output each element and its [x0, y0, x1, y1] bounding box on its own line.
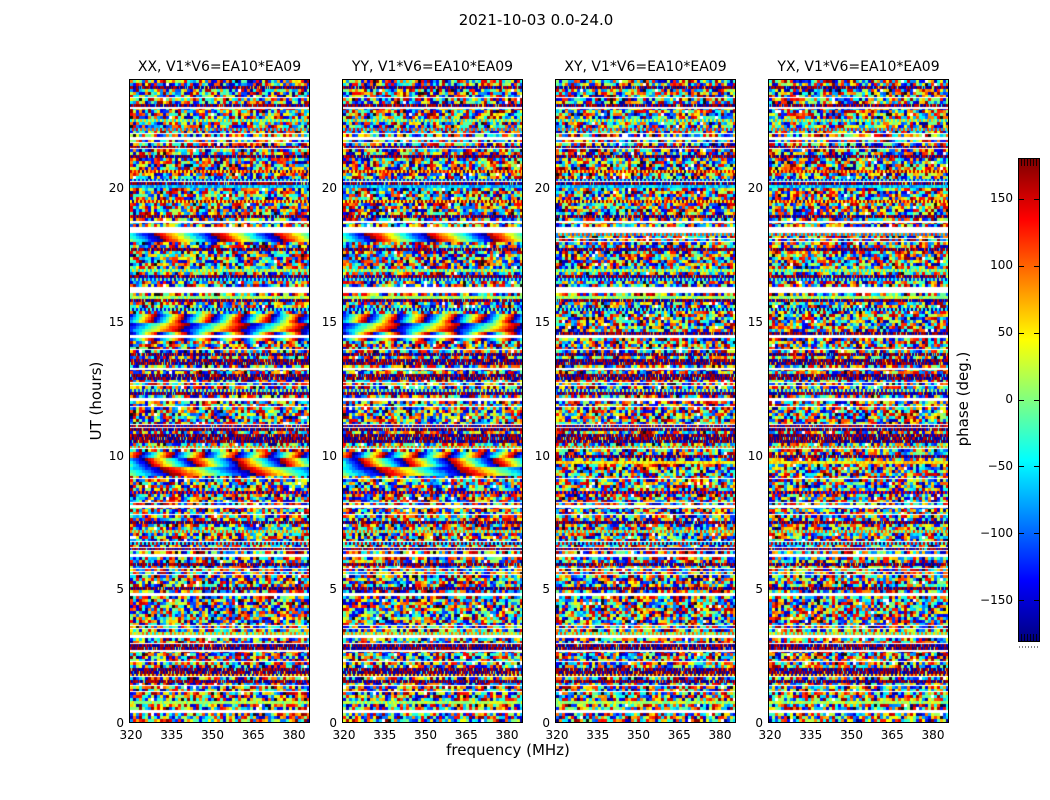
colorbar-tick-mark: [1019, 399, 1024, 401]
x-tick-label: 320: [545, 728, 569, 742]
y-tick-label: 20: [108, 181, 124, 195]
y-tick-label: 10: [108, 448, 124, 463]
colorbar-bottom-hatch: [1021, 634, 1037, 641]
y-tick-label: 10: [321, 448, 337, 463]
colorbar-tick-label: −50: [987, 458, 1013, 473]
colorbar-tick-label: 100: [990, 258, 1013, 273]
y-tick-label: 0: [542, 716, 550, 730]
heatmap-panel-xy: XY, V1*V6=EA10*EA09 320 335 350 365 380 0 5 10 1…: [535, 59, 736, 742]
colorbar-tick-mark: [1019, 332, 1024, 334]
y-tick-label: 10: [534, 448, 550, 463]
colorbar-tick-mark: [1019, 533, 1024, 535]
heatmap-panel-xx: XX, V1*V6=EA10*EA09 320 335 350 365 380 0 5 10 1…: [109, 59, 310, 742]
colorbar: 150 100 50 0 −50 −100 −150: [980, 158, 1040, 642]
colorbar-tick-mark: [1034, 600, 1039, 602]
y-axis-label: UT (hours): [87, 361, 105, 441]
figure-title: 2021-10-03 0.0-24.0: [458, 11, 614, 29]
y-tick-label: 0: [329, 716, 337, 730]
y-tick-label: 15: [108, 314, 124, 329]
x-axis-label: frequency (MHz): [446, 741, 570, 759]
heatmap-canvas-xx: [130, 80, 309, 722]
colorbar-tick-mark: [1034, 533, 1039, 535]
panel-title-xy: XY, V1*V6=EA10*EA09: [564, 59, 727, 75]
y-tick-label: 5: [755, 582, 763, 597]
x-tick-label: 320: [119, 728, 143, 742]
x-tick-label: 380: [495, 728, 519, 742]
colorbar-tick-mark: [1034, 265, 1039, 267]
colorbar-tick-label: 0: [1005, 392, 1013, 406]
colorbar-tick-label: −100: [980, 525, 1013, 540]
x-tick-label: 320: [332, 728, 356, 742]
x-tick-label: 365: [667, 728, 691, 742]
x-tick-label: 365: [880, 728, 904, 742]
colorbar-tick-label: −150: [980, 592, 1013, 607]
y-tick-label: 5: [116, 582, 124, 597]
x-tick-label: 365: [241, 728, 265, 742]
y-tick-label: 0: [755, 716, 763, 730]
colorbar-tick-mark: [1019, 466, 1024, 468]
x-tick-label: 335: [799, 728, 823, 742]
x-tick-label: 335: [373, 728, 397, 742]
x-tick-label: 335: [586, 728, 610, 742]
colorbar-tick-mark: [1034, 466, 1039, 468]
colorbar-tick-mark: [1019, 198, 1024, 200]
colorbar-extend-dots: [1019, 646, 1039, 648]
heatmap-canvas-yx: [769, 80, 948, 722]
y-tick-label: 0: [116, 716, 124, 730]
y-tick-label: 5: [542, 582, 550, 597]
x-tick-label: 350: [414, 728, 437, 742]
x-tick-label: 380: [282, 728, 306, 742]
x-tick-label: 350: [201, 728, 224, 742]
colorbar-tick-label: 150: [990, 191, 1013, 206]
x-tick-label: 335: [160, 728, 184, 742]
heatmap-canvas-yy: [343, 80, 522, 722]
colorbar-tick-mark: [1019, 600, 1024, 602]
heatmap-canvas-xy: [556, 80, 735, 722]
colorbar-top-hatch: [1021, 159, 1037, 166]
y-tick-label: 20: [534, 181, 550, 195]
x-tick-label: 320: [758, 728, 782, 742]
panel-title-yy: YY, V1*V6=EA10*EA09: [351, 59, 514, 75]
x-tick-label: 380: [708, 728, 732, 742]
y-tick-label: 20: [321, 181, 337, 195]
y-tick-label: 10: [747, 448, 763, 463]
panel-title-xx: XX, V1*V6=EA10*EA09: [137, 59, 302, 75]
colorbar-tick-mark: [1034, 332, 1039, 334]
y-tick-label: 15: [321, 314, 337, 329]
y-tick-label: 5: [329, 582, 337, 597]
x-tick-label: 380: [921, 728, 945, 742]
colorbar-tick-mark: [1034, 198, 1039, 200]
heatmap-panel-yx: YX, V1*V6=EA10*EA09 320 335 350 365 380 0 5 10 1…: [748, 59, 949, 742]
colorbar-tick-mark: [1034, 399, 1039, 401]
x-tick-label: 365: [454, 728, 478, 742]
y-tick-label: 20: [747, 181, 763, 195]
x-tick-label: 350: [840, 728, 863, 742]
panel-title-yx: YX, V1*V6=EA10*EA09: [777, 59, 940, 75]
heatmap-panel-yy: YY, V1*V6=EA10*EA09 320 335 350 365 380 0 5 10 1…: [322, 59, 523, 742]
x-tick-label: 350: [627, 728, 650, 742]
colorbar-label: phase (deg.): [954, 351, 972, 447]
colorbar-tick-mark: [1019, 265, 1024, 267]
y-tick-label: 15: [534, 314, 550, 329]
colorbar-tick-label: 50: [997, 325, 1013, 340]
y-tick-label: 15: [747, 314, 763, 329]
